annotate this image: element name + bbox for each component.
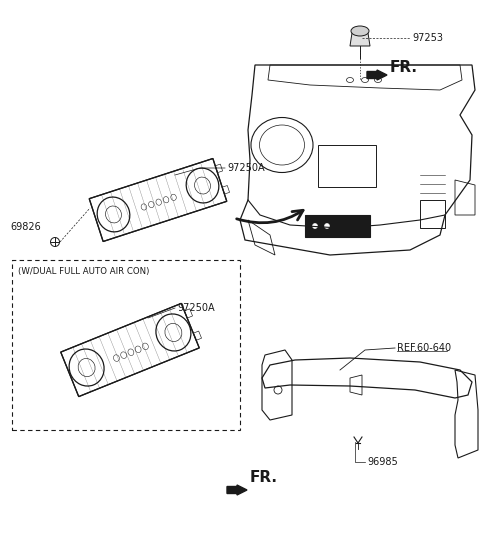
Text: 97250A: 97250A (177, 303, 215, 313)
Ellipse shape (351, 26, 369, 36)
Ellipse shape (312, 224, 317, 229)
Polygon shape (89, 159, 227, 241)
Text: 69826: 69826 (10, 222, 41, 232)
Text: REF.60-640: REF.60-640 (397, 343, 451, 353)
Bar (420, 200, 445, 228)
Ellipse shape (324, 224, 329, 229)
FancyArrow shape (227, 485, 247, 495)
Polygon shape (350, 33, 370, 46)
Bar (305, 215, 370, 237)
Polygon shape (262, 358, 472, 398)
FancyArrow shape (367, 70, 387, 80)
Polygon shape (61, 304, 199, 397)
Text: 97250A: 97250A (227, 163, 264, 173)
Bar (12, 260, 240, 430)
Text: FR.: FR. (250, 470, 278, 486)
Text: (W/DUAL FULL AUTO AIR CON): (W/DUAL FULL AUTO AIR CON) (18, 267, 149, 276)
Text: 96985: 96985 (367, 457, 398, 467)
Text: FR.: FR. (390, 61, 418, 75)
Text: 97253: 97253 (412, 33, 443, 43)
